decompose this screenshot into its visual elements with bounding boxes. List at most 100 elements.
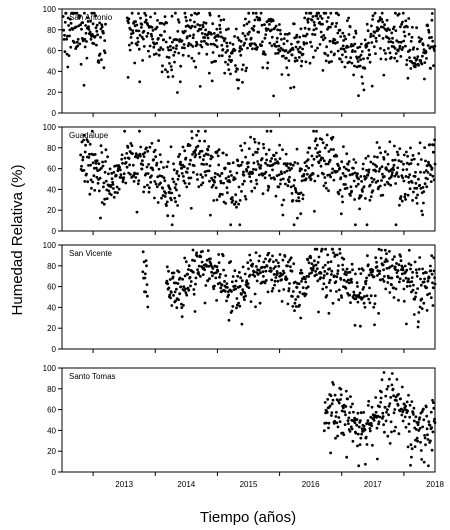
data-point: [381, 411, 385, 415]
data-point: [160, 196, 163, 200]
data-point: [377, 169, 381, 173]
data-point: [344, 405, 348, 408]
data-point: [87, 164, 90, 167]
data-point: [238, 49, 242, 53]
y-tick-label: 0: [52, 109, 57, 118]
data-point: [353, 171, 357, 175]
data-point: [328, 278, 332, 282]
data-point: [403, 415, 407, 419]
data-point: [277, 289, 281, 293]
data-point: [250, 42, 254, 46]
data-point: [179, 160, 182, 164]
data-point: [290, 192, 294, 195]
data-point: [356, 432, 360, 436]
data-point: [328, 158, 332, 162]
data-point: [310, 45, 314, 48]
data-point: [238, 271, 241, 274]
data-point: [432, 256, 436, 260]
data-point: [163, 30, 167, 33]
data-point: [367, 297, 371, 301]
data-point: [405, 58, 409, 62]
data-point: [258, 301, 262, 305]
data-point: [68, 28, 72, 32]
data-point: [340, 409, 344, 413]
data-point: [402, 162, 405, 166]
data-point: [325, 20, 329, 23]
data-point: [418, 416, 422, 419]
data-point: [417, 421, 420, 424]
data-point: [376, 179, 380, 183]
data-point: [269, 176, 273, 180]
data-point: [150, 26, 154, 29]
data-point: [405, 285, 409, 288]
data-point: [75, 11, 79, 15]
data-point: [143, 11, 147, 15]
data-point: [104, 22, 107, 26]
data-point: [174, 299, 178, 303]
data-point: [426, 177, 429, 181]
data-point: [213, 172, 217, 175]
data-point: [357, 94, 360, 97]
data-point: [431, 150, 435, 154]
data-point: [129, 36, 133, 39]
data-point: [104, 160, 107, 163]
data-point: [430, 426, 434, 429]
data-point: [304, 280, 308, 284]
data-point: [431, 304, 435, 307]
data-point: [304, 34, 307, 38]
data-point: [165, 165, 169, 169]
data-point: [394, 11, 397, 15]
data-point: [384, 52, 387, 55]
data-point: [335, 170, 339, 173]
data-point: [242, 24, 246, 27]
data-point: [431, 174, 435, 178]
data-point: [209, 157, 213, 161]
data-point: [312, 129, 315, 133]
data-point: [422, 460, 426, 464]
data-point: [423, 182, 427, 186]
data-point: [419, 158, 423, 161]
data-point: [98, 52, 102, 56]
data-point: [227, 175, 231, 179]
data-point: [388, 51, 392, 55]
data-point: [383, 405, 387, 409]
data-point: [415, 202, 419, 205]
data-point: [405, 168, 409, 171]
data-point: [327, 426, 330, 430]
data-point: [226, 49, 230, 52]
data-point: [293, 59, 297, 63]
data-point: [180, 172, 184, 175]
data-point: [291, 290, 295, 293]
data-point: [102, 181, 106, 185]
data-point: [185, 185, 189, 189]
data-point: [260, 265, 264, 269]
data-point: [391, 36, 394, 40]
data-point: [181, 277, 185, 281]
data-point: [189, 26, 193, 30]
data-point: [340, 195, 344, 198]
data-point: [325, 285, 328, 289]
data-point: [273, 177, 276, 181]
data-point: [170, 291, 173, 294]
data-point: [263, 176, 267, 180]
data-point: [429, 264, 432, 268]
data-point: [130, 144, 134, 148]
data-point: [421, 213, 424, 217]
data-point: [424, 169, 428, 172]
data-point: [189, 206, 193, 210]
data-point: [190, 13, 193, 17]
data-point: [382, 48, 386, 52]
data-point: [333, 41, 337, 45]
data-point: [413, 186, 417, 190]
data-point: [425, 185, 429, 189]
data-point: [358, 443, 362, 446]
data-point: [119, 176, 123, 179]
data-point: [390, 173, 394, 177]
data-point: [254, 305, 257, 309]
data-point: [146, 31, 150, 35]
data-point: [84, 143, 87, 147]
data-point: [326, 398, 330, 401]
data-point: [88, 30, 92, 34]
data-point: [183, 181, 187, 185]
data-point: [329, 25, 332, 29]
